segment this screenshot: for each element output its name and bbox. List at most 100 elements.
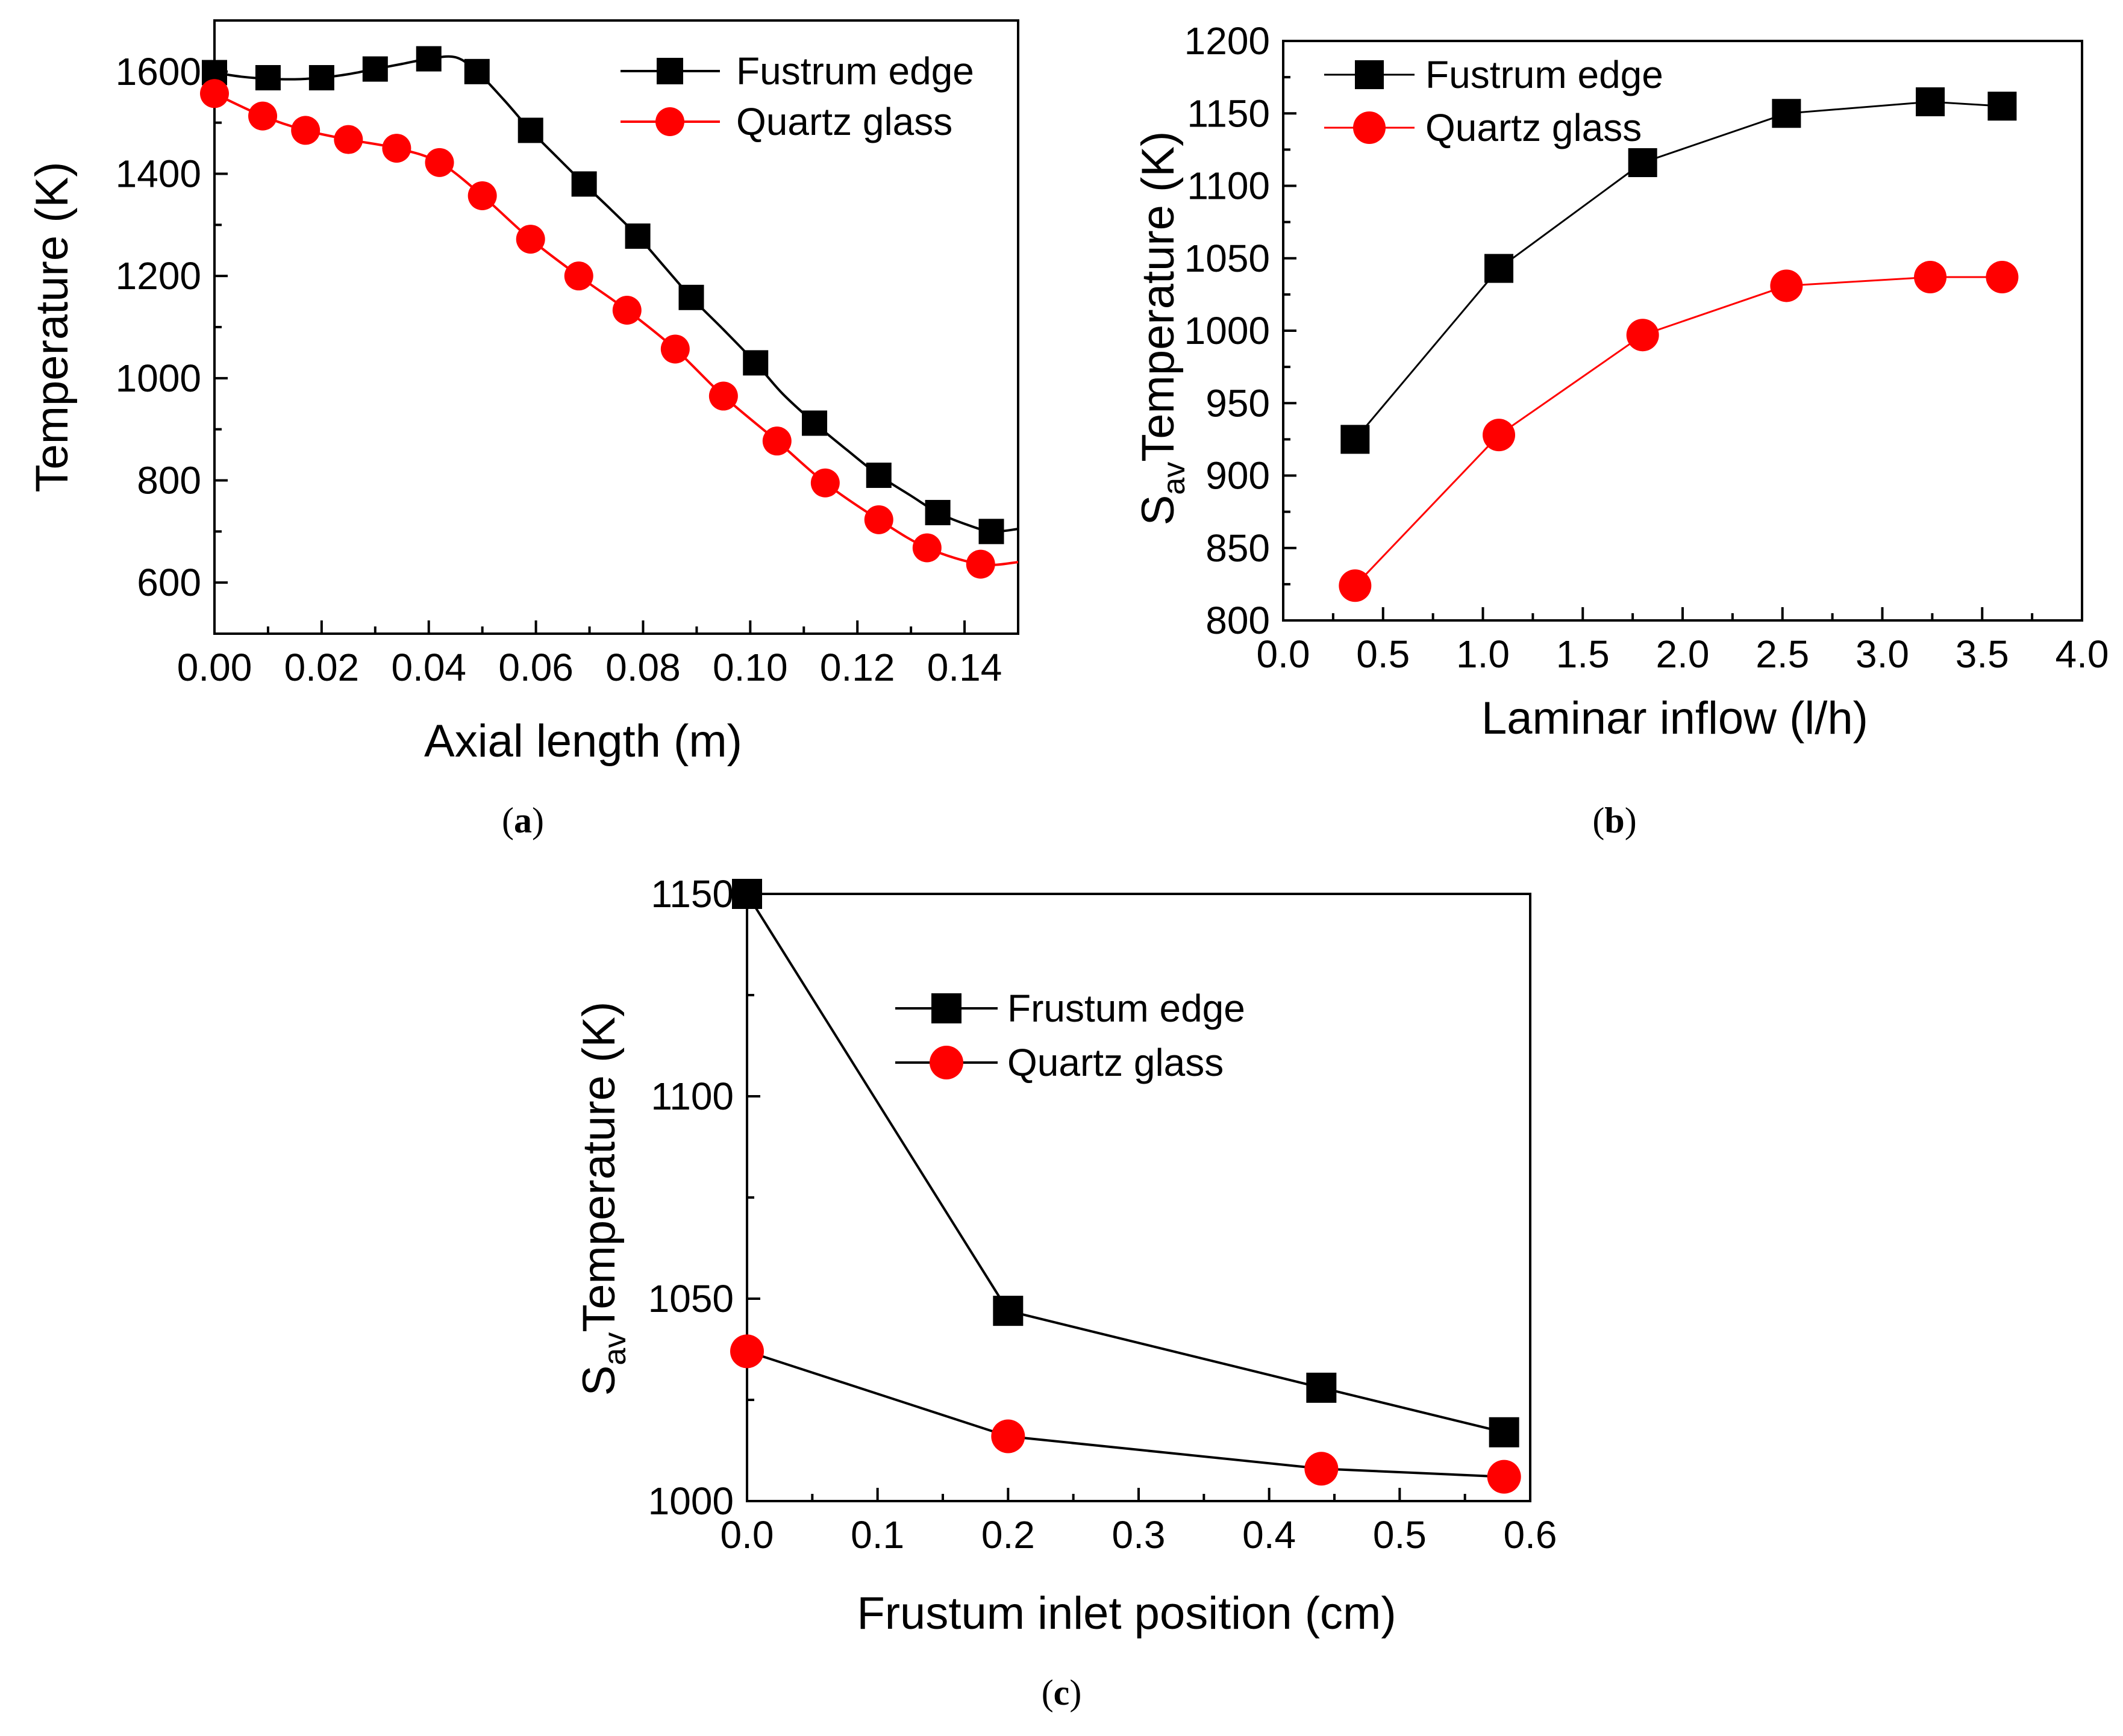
y-axis-label-a: Temperature (K) [27,161,78,492]
data-point-a-0-9 [678,284,704,310]
y-tick-label-b-0: 800 [1205,599,1270,642]
y-axis-label-c: SavTemperature (K) [574,1002,633,1396]
series-lines-b [1354,101,2003,587]
legend-label-c-0: Frustum edge [1007,987,1245,1030]
data-point-c-1-3 [1487,1460,1521,1494]
legend-label-c-1: Quartz glass [1007,1041,1224,1084]
data-point-a-0-10 [743,350,769,376]
data-point-a-0-8 [625,223,651,249]
data-point-c-0-3 [1489,1417,1519,1447]
y-tick-label-c-0: 1000 [648,1479,734,1523]
tick-marks-c [746,893,1531,1502]
legend-marker-a-1 [655,107,684,136]
x-tick-label-a-0: 0.00 [177,646,252,689]
data-point-a-1-13 [810,468,840,498]
series-line-c-0 [746,893,1505,1434]
y-tick-label-b-2: 900 [1205,454,1270,498]
y-tick-label-b-4: 1000 [1184,309,1270,352]
data-point-a-1-5 [425,148,454,177]
data-point-c-1-0 [730,1334,764,1369]
data-point-a-0-7 [571,171,597,197]
x-tick-label-b-2: 1.0 [1456,632,1510,676]
data-point-b-1-3 [1770,269,1803,302]
y-tick-label-b-5: 1050 [1184,237,1270,280]
y-axis-label-b: SavTemperature (K) [1133,131,1192,526]
y-tick-label-c-3: 1150 [651,872,734,916]
legend-marker-c-0 [931,993,961,1023]
x-tick-label-a-5: 0.10 [713,646,788,689]
data-point-b-0-0 [1340,425,1370,454]
x-tick-label-b-3: 1.5 [1556,632,1610,676]
data-point-a-1-14 [864,505,893,534]
data-point-a-1-1 [248,101,278,131]
data-point-c-0-2 [1306,1372,1337,1403]
y-tick-label-b-6: 1100 [1187,164,1270,208]
y-tick-label-a-0: 600 [137,561,201,604]
panel-a: 0.00 0.02 0.04 0.06 0.08 0.10 0.12 0.14 600 800 10… [27,19,1019,840]
x-tick-label-a-7: 0.14 [927,646,1002,689]
y-tick-label-c-1: 1050 [648,1277,734,1320]
x-tick-label-c-2: 0.2 [981,1513,1035,1556]
data-point-a-1-12 [762,426,792,456]
legend-marker-c-1 [930,1046,963,1079]
data-point-b-0-2 [1628,148,1657,178]
data-point-a-1-6 [467,181,497,210]
y-tick-label-b-3: 950 [1205,381,1270,425]
data-point-a-0-1 [255,65,281,91]
tick-marks-b [1282,40,2083,622]
legend-label-a-1: Quartz glass [736,100,952,143]
x-tick-label-a-6: 0.12 [820,646,895,689]
x-tick-label-c-3: 0.3 [1112,1513,1166,1556]
data-point-a-1-15 [912,533,942,563]
tick-labels-c: 0.0 0.1 0.2 0.3 0.4 0.5 0.6 1000 1050 1100 1150 [648,872,1557,1556]
x-tick-label-b-0: 0.0 [1257,632,1310,676]
tick-labels-a: 0.00 0.02 0.04 0.06 0.08 0.10 0.12 0.14 600 800 10… [116,50,1002,689]
legend-label-b-1: Quartz glass [1425,106,1642,149]
series-markers-b [1339,87,2019,602]
x-tick-label-a-3: 0.06 [498,646,574,689]
x-axis-label-c: Frustum inlet position (cm) [857,1588,1396,1639]
y-tick-label-c-2: 1100 [651,1075,734,1118]
series-line-c-1 [746,1350,1504,1478]
series-line-b-0 [1354,101,2003,440]
series-lines-c [746,893,1505,1478]
data-point-c-0-1 [993,1296,1024,1326]
caption-c: (c) [1042,1673,1082,1713]
x-tick-label-b-5: 2.5 [1756,632,1809,676]
panel-b: 0.0 0.5 1.0 1.5 2.0 2.5 3.0 3.5 4.0 800 850 900 950 1… [1133,19,2109,840]
panel-c: 0.0 0.1 0.2 0.3 0.4 0.5 0.6 1000 1050 1100 1150 Fr… [574,872,1557,1713]
data-point-a-1-10 [660,334,690,364]
x-tick-label-c-6: 0.6 [1504,1513,1557,1556]
series-line-a-1 [214,92,1019,566]
data-point-c-1-2 [1304,1452,1339,1486]
x-tick-label-c-4: 0.4 [1242,1513,1296,1556]
data-point-b-0-3 [1772,99,1801,128]
x-tick-label-c-5: 0.5 [1373,1513,1427,1556]
x-tick-label-a-2: 0.04 [391,646,466,689]
data-point-a-0-4 [416,46,442,72]
x-tick-label-b-1: 0.5 [1356,632,1410,676]
legend-label-a-0: Fustrum edge [736,49,974,93]
data-point-c-0-0 [732,879,762,909]
series-markers-a [200,46,1004,579]
data-point-a-0-5 [464,58,490,84]
data-point-b-1-4 [1914,261,1947,294]
x-tick-label-b-8: 4.0 [2056,632,2109,676]
y-tick-label-a-5: 1600 [116,50,201,93]
tick-marks-a [213,19,966,635]
data-point-a-1-2 [291,116,320,145]
y-tick-label-a-1: 800 [137,459,201,502]
caption-a: (a) [502,801,544,840]
data-point-b-1-5 [1986,261,2019,294]
data-point-a-1-11 [708,381,738,411]
caption-b: (b) [1592,801,1636,840]
legend-c: Frustum edge Quartz glass [895,987,1245,1084]
data-point-a-0-6 [517,117,543,143]
data-point-a-1-9 [612,296,642,325]
x-axis-label-b: Laminar inflow (l/h) [1481,693,1868,744]
data-point-a-1-3 [334,125,363,154]
y-tick-label-a-3: 1200 [116,254,201,298]
data-point-c-1-1 [991,1419,1025,1453]
data-point-a-0-13 [925,499,951,525]
